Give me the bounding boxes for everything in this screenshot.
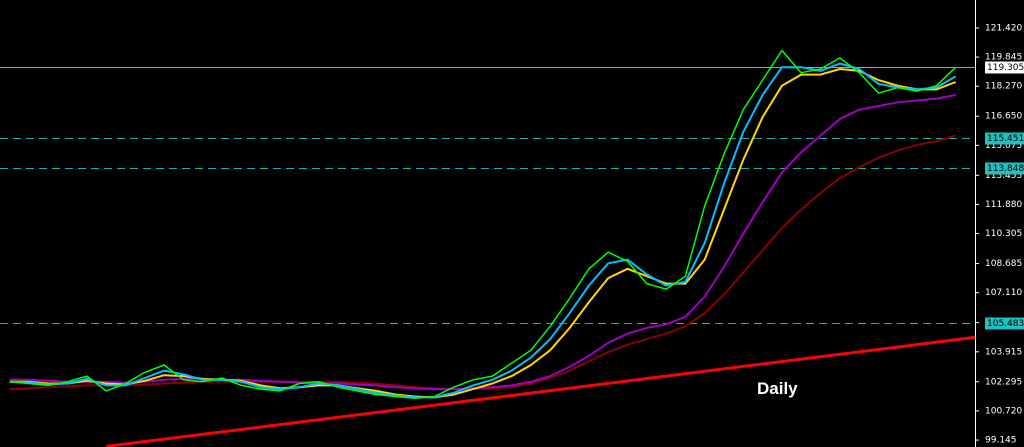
price-series xyxy=(9,49,957,400)
price-label: 115.451 xyxy=(987,134,1024,144)
y-tick-label: 99.145 xyxy=(985,436,1017,446)
y-tick-label: 121.420 xyxy=(985,23,1022,33)
y-tick-label: 110.305 xyxy=(985,229,1022,239)
y-tick-label: 119.845 xyxy=(985,53,1022,63)
y-tick-label: 102.295 xyxy=(985,377,1022,387)
y-tick-label: 108.685 xyxy=(985,259,1022,269)
y-tick-label: 118.270 xyxy=(985,82,1022,92)
y-tick-label: 107.110 xyxy=(985,288,1022,298)
y-tick-label: 115.075 xyxy=(985,141,1022,151)
price-label-box xyxy=(985,317,1024,330)
price-label: 119.305 xyxy=(987,63,1024,73)
price-series xyxy=(9,93,956,391)
price-series xyxy=(9,62,957,399)
y-tick-label: 100.720 xyxy=(985,406,1022,416)
trendline xyxy=(106,335,976,447)
y-tick-label: 116.650 xyxy=(985,112,1022,122)
timeframe-label: Daily xyxy=(757,379,798,398)
y-tick-label: 103.915 xyxy=(985,347,1022,357)
y-tick-label: 111.880 xyxy=(985,200,1022,210)
price-label: 113.848 xyxy=(987,164,1024,174)
price-label: 105.483 xyxy=(987,319,1024,329)
y-tick-label: 113.455 xyxy=(985,171,1022,181)
price-label-box xyxy=(985,162,1024,175)
price-label-box xyxy=(985,132,1024,145)
price-series xyxy=(9,68,957,399)
price-label-box xyxy=(985,61,1024,74)
